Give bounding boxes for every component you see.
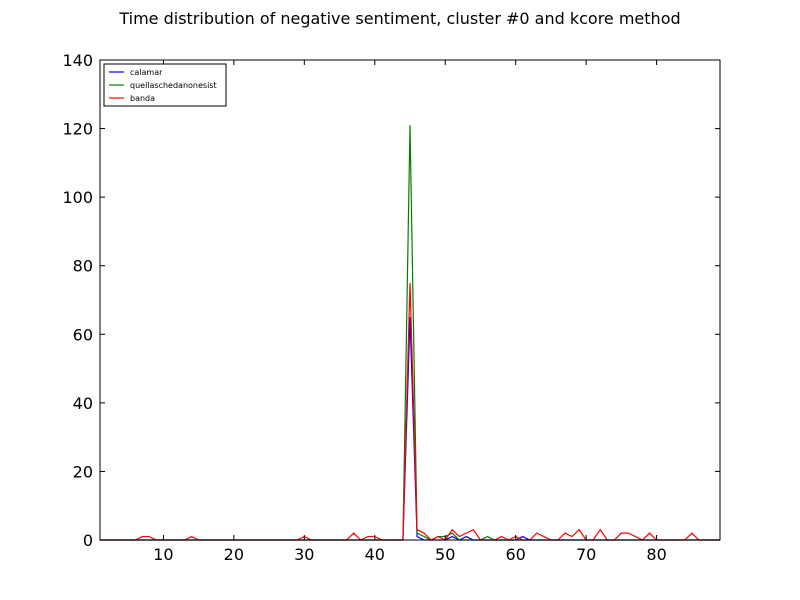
y-tick-label: 40: [73, 394, 93, 413]
y-tick-label: 80: [73, 257, 93, 276]
legend-label-calamar: calamar: [130, 68, 163, 77]
series-layer: [100, 125, 720, 541]
x-tick-label: 70: [576, 545, 596, 564]
y-tick-label: 60: [73, 325, 93, 344]
x-tick-label: 30: [294, 545, 314, 564]
axes-layer: 10 20 30 40 50 60 70 80 0 20 40 60 80 100 120 140: [62, 51, 721, 564]
x-tick-label: 40: [365, 545, 385, 564]
y-tick-label: 20: [73, 462, 93, 481]
legend-label-banda: banda: [130, 94, 155, 103]
legend-box: [103, 63, 227, 107]
chart-title: Time distribution of negative sentiment,…: [119, 9, 681, 28]
legend: calamar quellaschedanonesist banda: [103, 63, 227, 107]
series-line-calamar: [100, 317, 720, 541]
legend-label-quellaschedanonesist: quellaschedanonesist: [130, 81, 217, 90]
y-tick-label: 100: [62, 188, 93, 207]
x-tick-label: 20: [224, 545, 244, 564]
x-tick-label: 10: [153, 545, 173, 564]
x-tick-label: 80: [646, 545, 666, 564]
series-line-quellaschedanonesist: [100, 125, 720, 541]
x-tick-label: 50: [435, 545, 455, 564]
y-tick-label: 0: [83, 531, 93, 550]
y-tick-label: 140: [62, 51, 93, 70]
x-tick-label: 60: [506, 545, 526, 564]
y-tick-label: 120: [62, 120, 93, 139]
plot-frame: [99, 59, 721, 541]
